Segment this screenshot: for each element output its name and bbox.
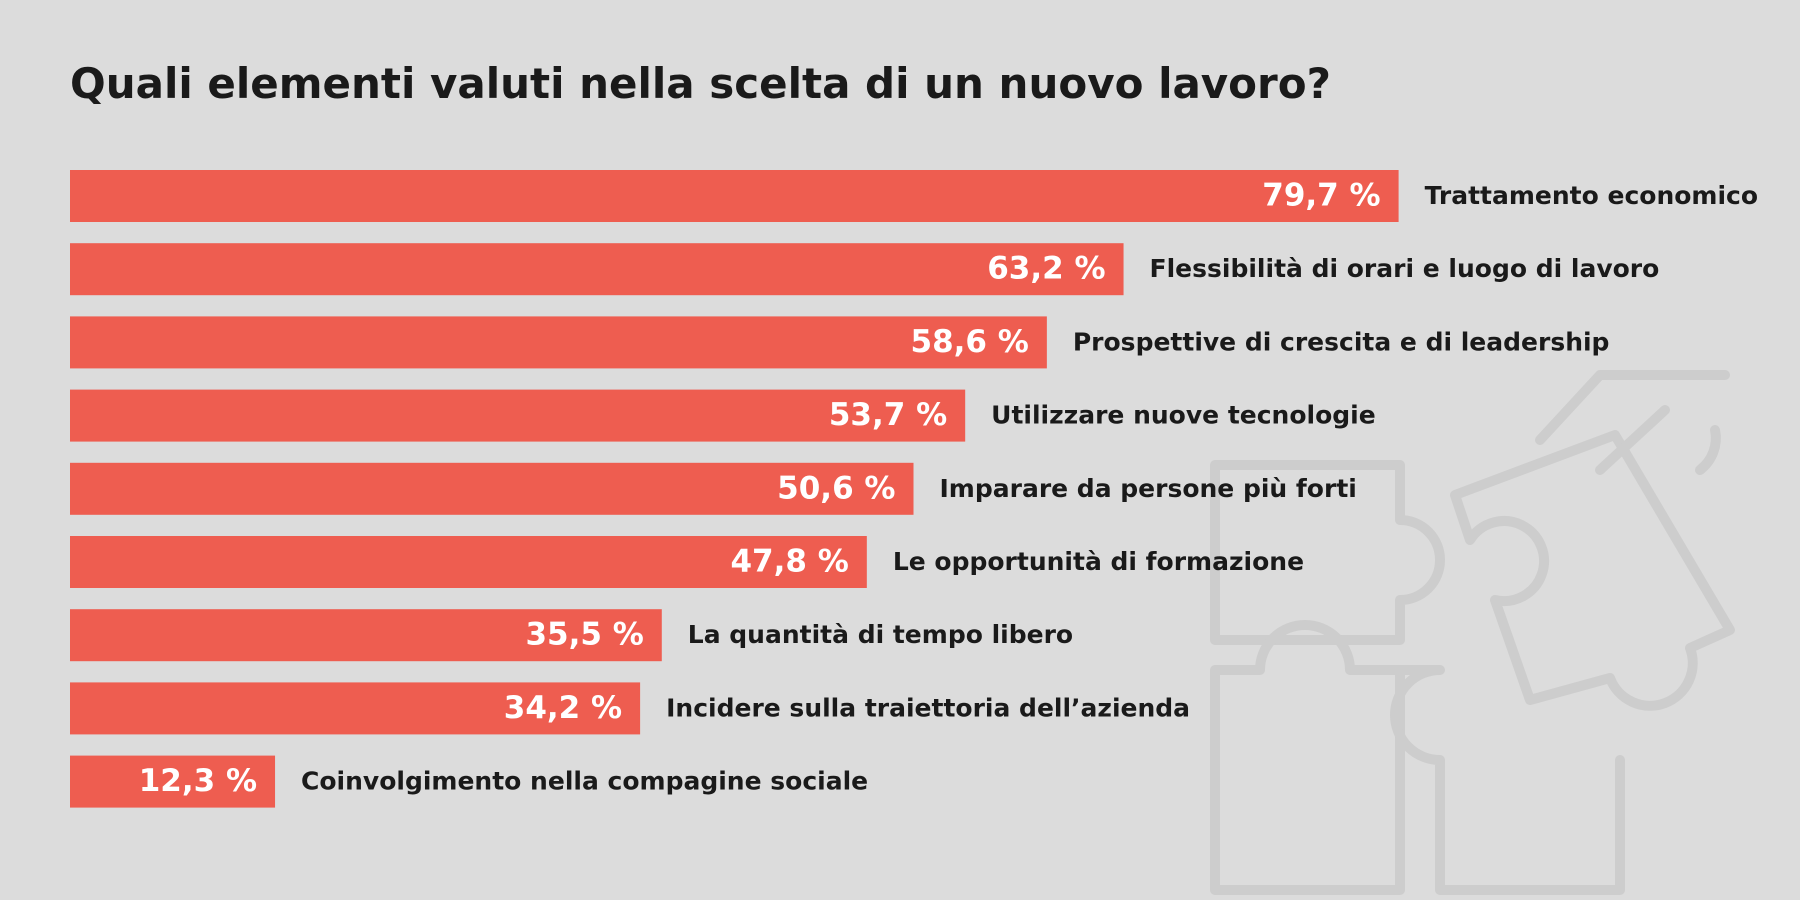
value-label: 50,6 % (777, 470, 895, 506)
puzzle-decoration (1210, 370, 1735, 895)
category-label: Trattamento economico (1425, 181, 1758, 210)
category-label: Imparare da persone più forti (940, 474, 1357, 503)
chart-title: Quali elementi valuti nella scelta di un… (70, 59, 1331, 108)
bar (70, 682, 641, 735)
value-label: 63,2 % (987, 251, 1105, 287)
bar (70, 316, 1047, 369)
bar (70, 389, 966, 442)
bar (70, 755, 276, 808)
category-label: Coinvolgimento nella compagine sociale (301, 767, 868, 796)
bar (70, 609, 662, 662)
value-label: 47,8 % (730, 544, 848, 580)
value-label: 53,7 % (829, 397, 947, 433)
value-label: 34,2 % (504, 690, 622, 726)
bar (70, 243, 1124, 296)
value-label: 58,6 % (911, 324, 1029, 360)
value-label: 79,7 % (1262, 178, 1380, 214)
value-label: 12,3 % (139, 763, 257, 799)
category-label: Le opportunità di formazione (893, 547, 1304, 576)
value-label: 35,5 % (525, 617, 643, 653)
bar (70, 536, 867, 588)
category-label: Prospettive di crescita e di leadership (1073, 327, 1610, 356)
category-label: La quantità di tempo libero (688, 620, 1073, 649)
bar (70, 170, 1399, 222)
category-label: Utilizzare nuove tecnologie (991, 401, 1376, 430)
category-label: Incidere sulla traiettoria dell’azienda (666, 693, 1190, 722)
bar (70, 462, 914, 515)
category-label: Flessibilità di orari e luogo di lavoro (1150, 254, 1660, 283)
